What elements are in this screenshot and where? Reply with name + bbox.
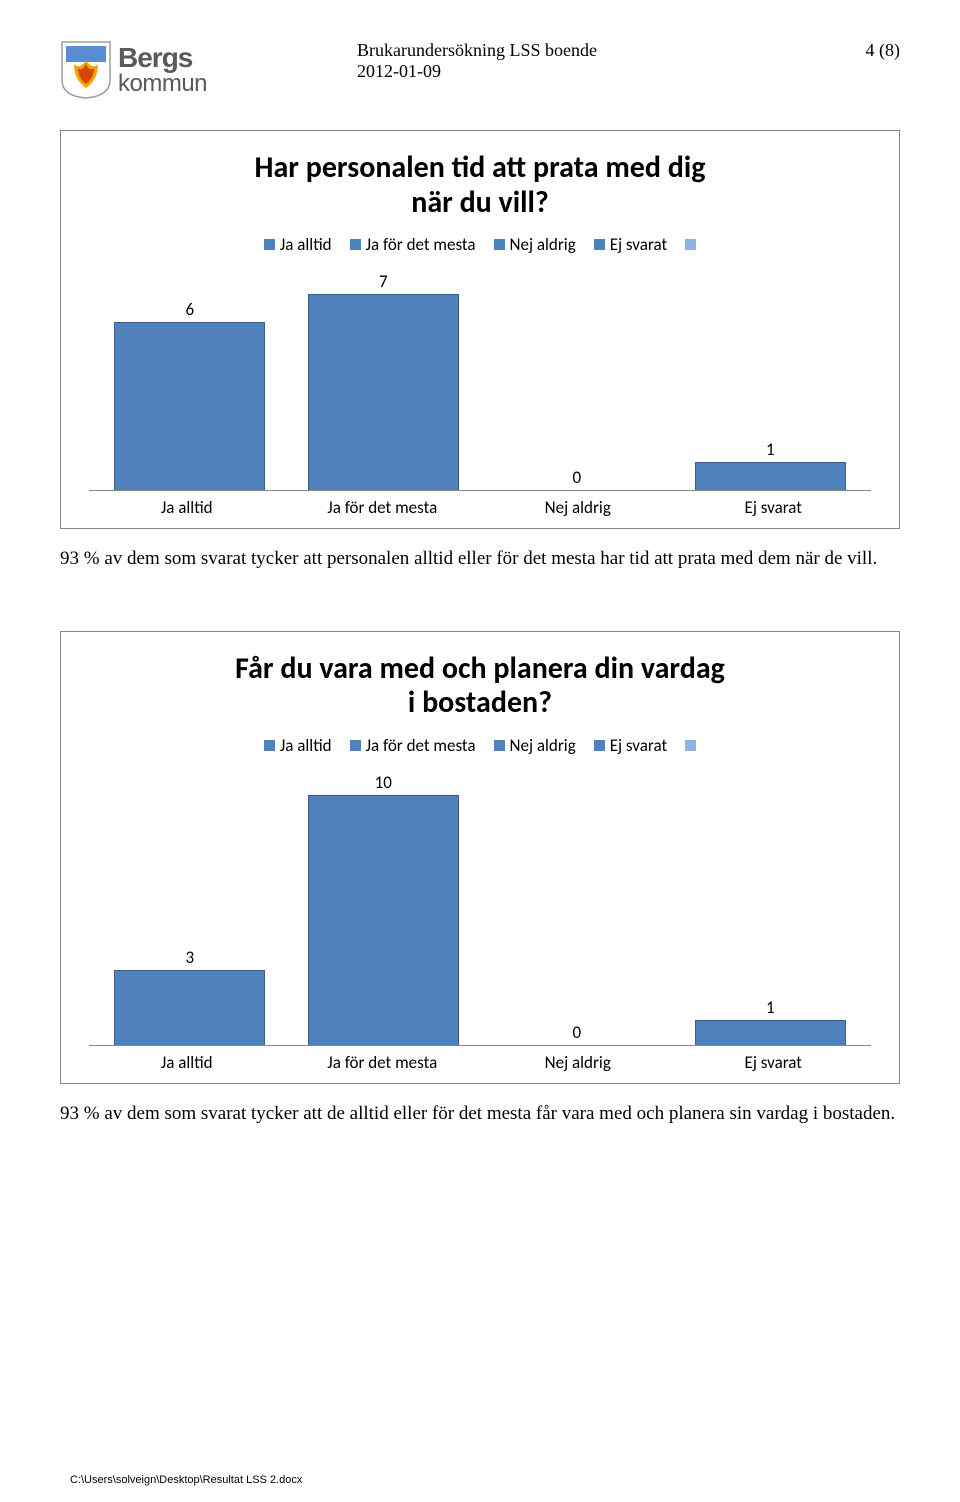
bar-value-label: 10 (375, 772, 392, 793)
chart-2-axis: Ja alltidJa för det mestaNej aldrigEj sv… (89, 1052, 871, 1073)
logo-line-bergs: Bergs (118, 44, 207, 72)
axis-label: Ja alltid (89, 497, 285, 518)
header-date: 2012-01-09 (357, 61, 597, 82)
chart-1-bars: 6 7 0 1 (89, 271, 871, 491)
page-number: 4 (8) (866, 40, 901, 61)
chart-1-legend: Ja alltid Ja för det mesta Nej aldrig Ej sv… (89, 234, 871, 255)
chart-1-title: Har personalen tid att prata med dig när… (89, 151, 871, 220)
bar (308, 795, 459, 1045)
chart-2: Får du vara med och planera din vardag i… (60, 631, 900, 1084)
legend-swatch (685, 239, 696, 250)
legend-swatch (494, 239, 505, 250)
legend-swatch (594, 239, 605, 250)
legend-item: Nej aldrig (494, 234, 576, 255)
logo-line-kommun: kommun (118, 72, 207, 96)
legend-label: Ja för det mesta (366, 735, 476, 756)
axis-label: Ja alltid (89, 1052, 285, 1073)
bar-cell: 1 (674, 997, 868, 1045)
bar (114, 322, 265, 490)
legend-swatch (350, 740, 361, 751)
legend-label: Ja för det mesta (366, 234, 476, 255)
analysis-text-1: 93 % av dem som svarat tycker att person… (60, 547, 900, 571)
legend-swatch (494, 740, 505, 751)
shield-icon (60, 40, 112, 100)
bar-cell: 1 (674, 439, 868, 490)
bar-cell: 3 (93, 947, 287, 1045)
bar-value-label: 7 (379, 271, 388, 292)
bar-cell: 7 (287, 271, 481, 490)
chart-1-axis: Ja alltidJa för det mestaNej aldrigEj sv… (89, 497, 871, 518)
legend-label: Ja alltid (280, 234, 332, 255)
chart-2-title-line2: i bostaden? (408, 684, 552, 721)
bar (695, 1020, 846, 1045)
legend-label: Ej svarat (610, 735, 667, 756)
legend-swatch (685, 740, 696, 751)
chart-1-plot: 6 7 0 1 Ja alltidJa för det mestaNej aldrig… (89, 271, 871, 518)
axis-label: Nej aldrig (480, 497, 676, 518)
legend-swatch (264, 740, 275, 751)
axis-label: Ej svarat (676, 1052, 872, 1073)
chart-2-title: Får du vara med och planera din vardag i… (89, 652, 871, 721)
legend-item: Ja alltid (264, 735, 332, 756)
legend-swatch (264, 239, 275, 250)
chart-1-title-line1: Har personalen tid att prata med dig (255, 149, 706, 186)
logo-text: Bergs kommun (118, 44, 207, 96)
bar-cell: 10 (287, 772, 481, 1045)
chart-2-legend: Ja alltid Ja för det mesta Nej aldrig Ej sv… (89, 735, 871, 756)
bar-cell: 6 (93, 299, 287, 490)
axis-label: Nej aldrig (480, 1052, 676, 1073)
header-title-block: Brukarundersökning LSS boende 2012-01-09 (357, 40, 597, 82)
analysis-text-2: 93 % av dem som svarat tycker att de all… (60, 1102, 900, 1126)
bar-value-label: 1 (766, 997, 775, 1018)
legend-swatch (594, 740, 605, 751)
legend-item: Ja alltid (264, 234, 332, 255)
footer-path: C:\Users\solveign\Desktop\Resultat LSS 2… (0, 1474, 302, 1486)
legend-item: Ej svarat (594, 234, 667, 255)
bar-cell: 0 (480, 467, 674, 490)
axis-label: Ej svarat (676, 497, 872, 518)
bar (114, 970, 265, 1045)
bar (308, 294, 459, 490)
bar-value-label: 3 (185, 947, 194, 968)
header-title: Brukarundersökning LSS boende (357, 40, 597, 61)
bar-value-label: 0 (572, 1022, 581, 1043)
legend-label: Ja alltid (280, 735, 332, 756)
legend-label: Nej aldrig (510, 234, 576, 255)
legend-item: Ja för det mesta (350, 735, 476, 756)
page-header: Bergs kommun Brukarundersökning LSS boen… (60, 40, 900, 100)
bar-value-label: 0 (572, 467, 581, 488)
bar (695, 462, 846, 490)
legend-item: Ja för det mesta (350, 234, 476, 255)
chart-2-plot: 3 10 0 1 Ja alltidJa för det mestaNej aldri… (89, 772, 871, 1073)
axis-label: Ja för det mesta (285, 1052, 481, 1073)
bar-value-label: 6 (185, 299, 194, 320)
chart-1-title-line2: när du vill? (411, 184, 549, 221)
logo-block: Bergs kommun (60, 40, 207, 100)
chart-2-title-line1: Får du vara med och planera din vardag (235, 650, 725, 687)
chart-1: Har personalen tid att prata med dig när… (60, 130, 900, 529)
axis-label: Ja för det mesta (285, 497, 481, 518)
legend-item (685, 735, 696, 756)
legend-item (685, 234, 696, 255)
legend-swatch (350, 239, 361, 250)
legend-item: Ej svarat (594, 735, 667, 756)
legend-label: Nej aldrig (510, 735, 576, 756)
chart-2-bars: 3 10 0 1 (89, 772, 871, 1046)
bar-value-label: 1 (766, 439, 775, 460)
legend-item: Nej aldrig (494, 735, 576, 756)
bar-cell: 0 (480, 1022, 674, 1045)
legend-label: Ej svarat (610, 234, 667, 255)
